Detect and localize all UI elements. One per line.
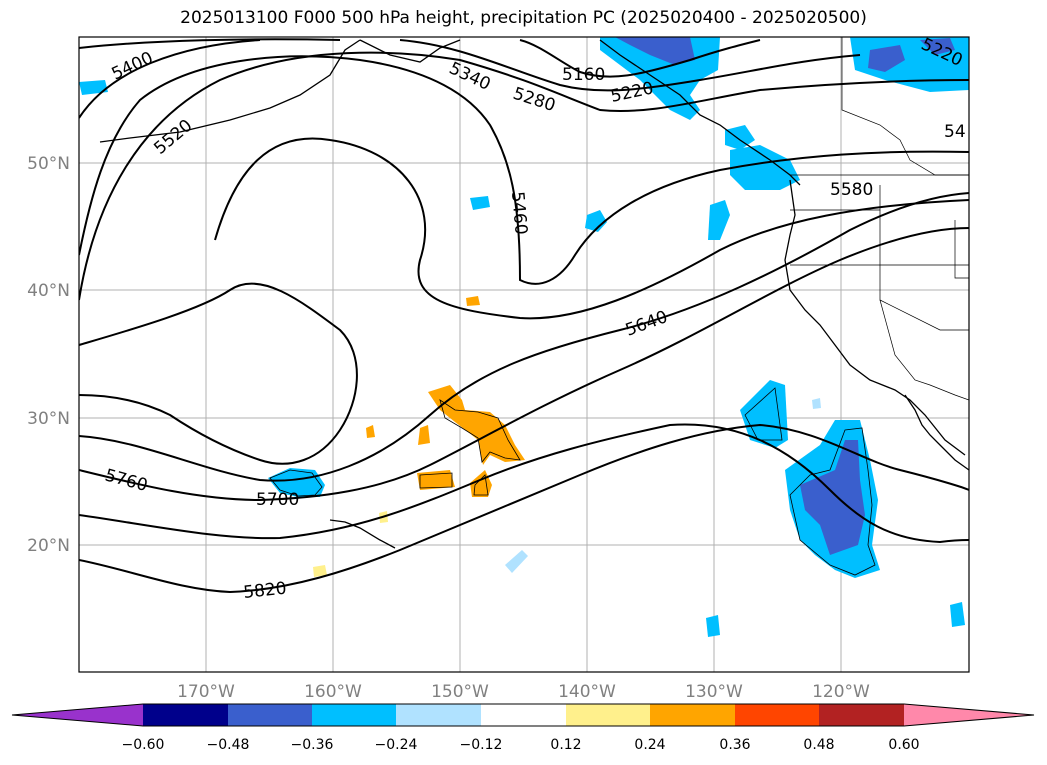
- map-title: 2025013100 F000 500 hPa height, precipit…: [180, 8, 867, 28]
- latitude-labels: 50°N 40°N 30°N 20°N: [27, 154, 70, 556]
- colorbar-tick-label: 0.48: [803, 737, 834, 753]
- borders: [790, 37, 969, 401]
- colorbar-tick-label: −0.36: [291, 737, 334, 753]
- contour-label: 5580: [830, 180, 873, 200]
- lon-label: 170°W: [177, 682, 235, 702]
- lat-label: 20°N: [27, 536, 70, 556]
- colorbar-segment: [650, 704, 735, 726]
- colorbar-tick-label: −0.48: [207, 737, 250, 753]
- colorbar-segment: [143, 704, 228, 726]
- colorbar-tick-label: −0.24: [375, 737, 418, 753]
- map-background: [79, 37, 969, 672]
- colorbar-extend-high: [904, 704, 1034, 726]
- colorbar-segment: [312, 704, 396, 726]
- contour-label: 5700: [256, 490, 299, 510]
- colorbar-tick-label: −0.12: [460, 737, 503, 753]
- colorbar-segment: [735, 704, 819, 726]
- map-frame: [78, 36, 970, 673]
- colorbar-tick-label: 0.60: [888, 737, 919, 753]
- lon-label: 150°W: [431, 682, 489, 702]
- colorbar-segment: [228, 704, 312, 726]
- contour-label: 5820: [242, 579, 287, 603]
- colorbar-extend-low: [12, 704, 143, 726]
- lon-label: 130°W: [685, 682, 743, 702]
- precipitation-fill: [79, 37, 969, 637]
- contour-label: 54: [944, 122, 966, 142]
- colorbar-outline: [11, 703, 1035, 727]
- lon-label: 160°W: [304, 682, 362, 702]
- precip-outline: [269, 387, 876, 576]
- colorbar-tick-label: −0.60: [122, 737, 165, 753]
- colorbar-segment: [481, 704, 566, 726]
- lat-label: 50°N: [27, 154, 70, 174]
- contour-label: 5460: [507, 191, 531, 236]
- colorbar-ticks: −0.60 −0.48 −0.36 −0.24 −0.12 0.12 0.24 …: [122, 737, 920, 753]
- colorbar-tick-label: 0.12: [550, 737, 581, 753]
- colorbar-tick-label: 0.24: [634, 737, 665, 753]
- lon-label: 140°W: [558, 682, 616, 702]
- lat-label: 30°N: [27, 409, 70, 429]
- contour-label: 5160: [562, 65, 605, 85]
- lat-label: 40°N: [27, 281, 70, 301]
- height-contours: [79, 38, 969, 594]
- lon-label: 120°W: [812, 682, 870, 702]
- colorbar-segment: [819, 704, 904, 726]
- colorbar: [11, 703, 1035, 727]
- colorbar-segment: [396, 704, 481, 726]
- longitude-labels: 170°W 160°W 150°W 140°W 130°W 120°W: [177, 682, 870, 702]
- colorbar-tick-label: 0.36: [719, 737, 750, 753]
- colorbar-segment: [566, 704, 650, 726]
